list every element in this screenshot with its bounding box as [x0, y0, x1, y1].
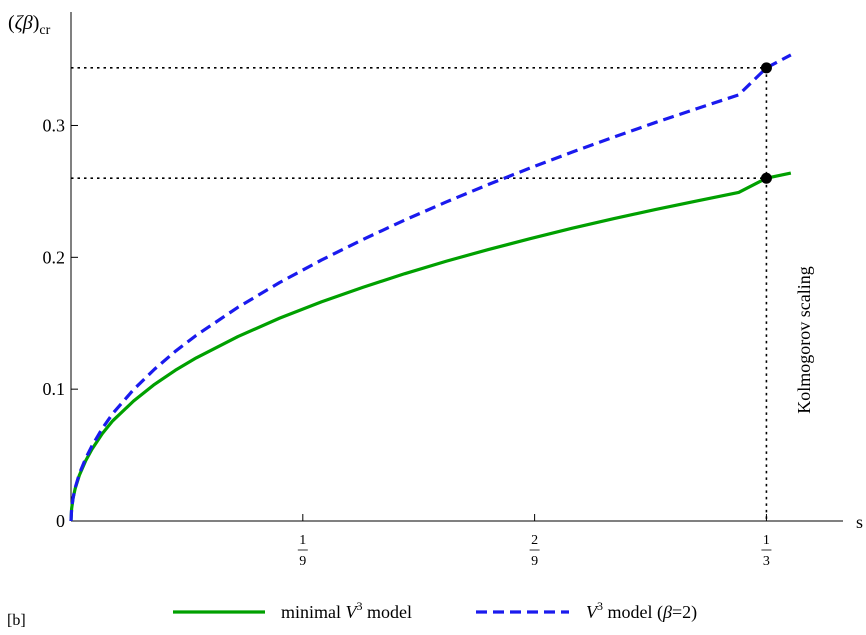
series-v3-beta2-line: [69, 53, 792, 522]
legend-label-v3-beta2: V3 model (β=2): [586, 599, 697, 623]
y-tick-label: 0.3: [43, 115, 66, 135]
x-tick-denominator: 3: [763, 554, 770, 569]
y-tick-label: 0.1: [43, 379, 66, 399]
data-point-marker: [760, 62, 772, 74]
x-axis-title: s: [856, 512, 863, 532]
x-tick-denominator: 9: [531, 554, 538, 569]
legend-label-minimal-v3: minimal V3 model: [281, 599, 412, 622]
x-tick-numerator: 1: [763, 533, 770, 548]
series-layer: [69, 53, 792, 522]
axes: [70, 12, 843, 522]
y-tick-label: 0.2: [43, 247, 66, 267]
kolmogorov-scaling-annotation: Kolmogorov scaling: [794, 266, 814, 413]
legend: minimal V3 model V3 model (β=2): [173, 599, 697, 623]
panel-label: [b]: [7, 612, 26, 629]
x-tick-denominator: 9: [299, 554, 306, 569]
data-point-marker: [760, 172, 772, 184]
y-axis-title: (ζβ)cr: [8, 12, 51, 38]
y-tick-label: 0: [56, 511, 65, 531]
x-tick-numerator: 1: [299, 533, 306, 548]
x-ticks: 1 9 2 9 1 3: [297, 514, 772, 569]
markers: [760, 62, 772, 184]
y-ticks: 0 0.1 0.2 0.3: [43, 115, 78, 531]
reference-lines: [71, 67, 768, 521]
x-tick-numerator: 2: [531, 533, 538, 548]
